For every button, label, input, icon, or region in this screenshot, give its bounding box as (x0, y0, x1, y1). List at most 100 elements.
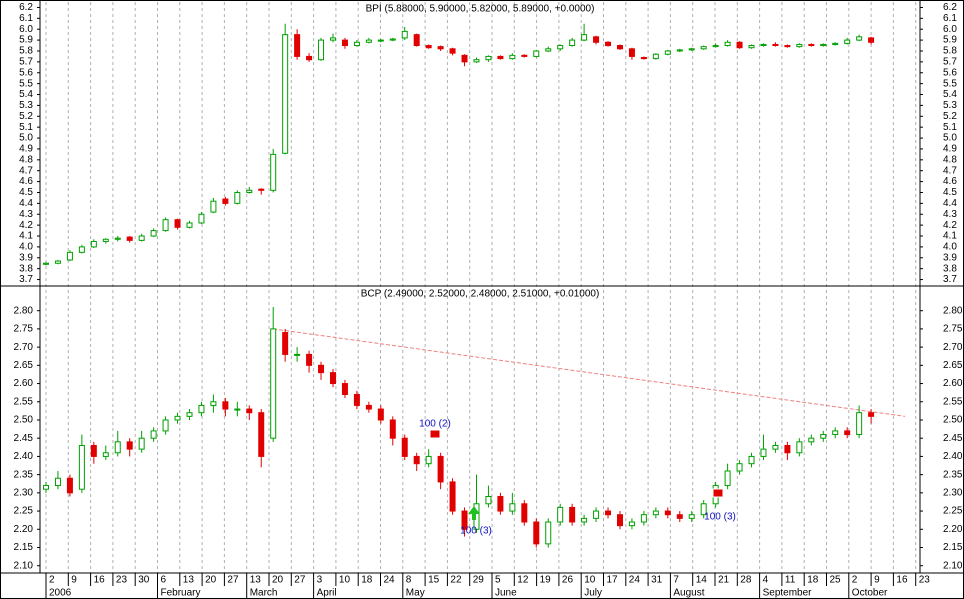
y-tick-label: 4.6 (19, 176, 33, 187)
candle-body (425, 45, 432, 49)
candle-body (318, 39, 325, 61)
candle-body (664, 510, 671, 516)
y-tick-label: 4.5 (943, 187, 957, 198)
candle-body (294, 353, 301, 356)
y-tick-label: 5.5 (943, 78, 957, 89)
y-tick-label: 2.70 (943, 342, 963, 353)
month-label: March (250, 588, 278, 599)
candle-body (593, 36, 600, 43)
x-tick-label: 14 (696, 575, 708, 586)
candle-body (748, 455, 755, 465)
candle-body (521, 54, 528, 57)
candle-body (557, 45, 564, 50)
y-tick-label: 4.2 (19, 220, 33, 231)
y-tick-label: 2.60 (14, 378, 34, 389)
candle-body (688, 514, 695, 519)
y-tick-label: 2.50 (14, 415, 34, 426)
y-tick-label: 4.1 (19, 231, 33, 242)
candle-body (174, 219, 181, 228)
candle-body (784, 444, 791, 454)
candle-body (664, 50, 671, 55)
candle-body (832, 42, 839, 45)
candle-body (808, 437, 815, 443)
y-tick-label: 3.9 (19, 252, 33, 263)
y-tick-label: 5.0 (943, 133, 957, 144)
candle-body (868, 37, 875, 43)
candle-body (90, 240, 97, 248)
candle-body (389, 38, 396, 41)
x-tick-label: 20 (205, 575, 217, 586)
y-tick-label: 5.1 (943, 122, 957, 133)
candle-body (856, 412, 863, 436)
y-tick-label: 3.7 (19, 274, 33, 285)
candle-body (270, 328, 277, 439)
candle-body (389, 419, 396, 439)
candle-body (114, 441, 121, 454)
candle-body (162, 219, 169, 232)
candle-body (593, 510, 600, 519)
y-tick-label: 5.2 (19, 111, 33, 122)
candle-body (413, 34, 420, 47)
candle-body (760, 43, 767, 47)
candle-body (640, 514, 647, 523)
candle-body (222, 198, 229, 204)
x-tick-label: 19 (540, 575, 552, 586)
x-tick-label: 18 (361, 575, 373, 586)
candle-body (676, 49, 683, 52)
y-tick-label: 4.5 (19, 187, 33, 198)
month-label: July (584, 588, 602, 599)
candle-body (150, 430, 157, 439)
month-label: June (495, 588, 517, 599)
month-label: April (317, 588, 337, 599)
candle-body (509, 54, 516, 60)
candle-body (377, 408, 384, 421)
candle-body (102, 238, 109, 242)
x-tick-label: 2 (852, 575, 858, 586)
candle-body (425, 455, 432, 465)
candle-body (210, 200, 217, 213)
candle-body (461, 510, 468, 530)
x-tick-label: 11 (785, 575, 796, 586)
y-tick-label: 6.1 (943, 13, 957, 24)
candle-body (186, 412, 193, 417)
x-tick-label: 6 (161, 575, 167, 586)
candle-body (198, 213, 205, 224)
candle-body (246, 189, 253, 193)
month-label: September (763, 588, 813, 599)
x-tick-label: 3 (317, 575, 323, 586)
month-label: May (406, 588, 425, 599)
candle-body (54, 477, 61, 487)
y-tick-label: 4.9 (943, 144, 957, 155)
y-tick-label: 4.4 (943, 198, 957, 209)
candle-body (186, 222, 193, 228)
candle-body (844, 39, 851, 44)
x-tick-label: 24 (629, 575, 641, 586)
signal-icon (429, 429, 441, 439)
x-tick-label: 10 (584, 575, 596, 586)
candle-body (497, 55, 504, 60)
candle-body (306, 353, 313, 366)
candle-body (114, 237, 121, 240)
x-tick-label: 20 (272, 575, 284, 586)
candle-body (748, 45, 755, 49)
y-tick-label: 2.25 (14, 506, 34, 517)
candle-body (844, 430, 851, 436)
candle-body (868, 412, 875, 417)
candle-body (43, 262, 49, 265)
candle-body (808, 43, 815, 47)
candle-body (234, 408, 241, 411)
annotation: 100 (2) (419, 419, 451, 430)
candle-body (329, 372, 336, 385)
x-tick-label: 27 (227, 575, 239, 586)
y-tick-label: 4.8 (943, 154, 957, 165)
candle-body (461, 54, 468, 63)
x-tick-label: 29 (473, 575, 485, 586)
x-tick-label: 22 (450, 575, 462, 586)
candle-body (138, 235, 145, 241)
candle-body (772, 43, 779, 47)
y-tick-label: 2.80 (14, 305, 34, 316)
candle-body (102, 452, 109, 457)
candle-body (138, 437, 145, 450)
y-tick-label: 5.1 (19, 122, 33, 133)
